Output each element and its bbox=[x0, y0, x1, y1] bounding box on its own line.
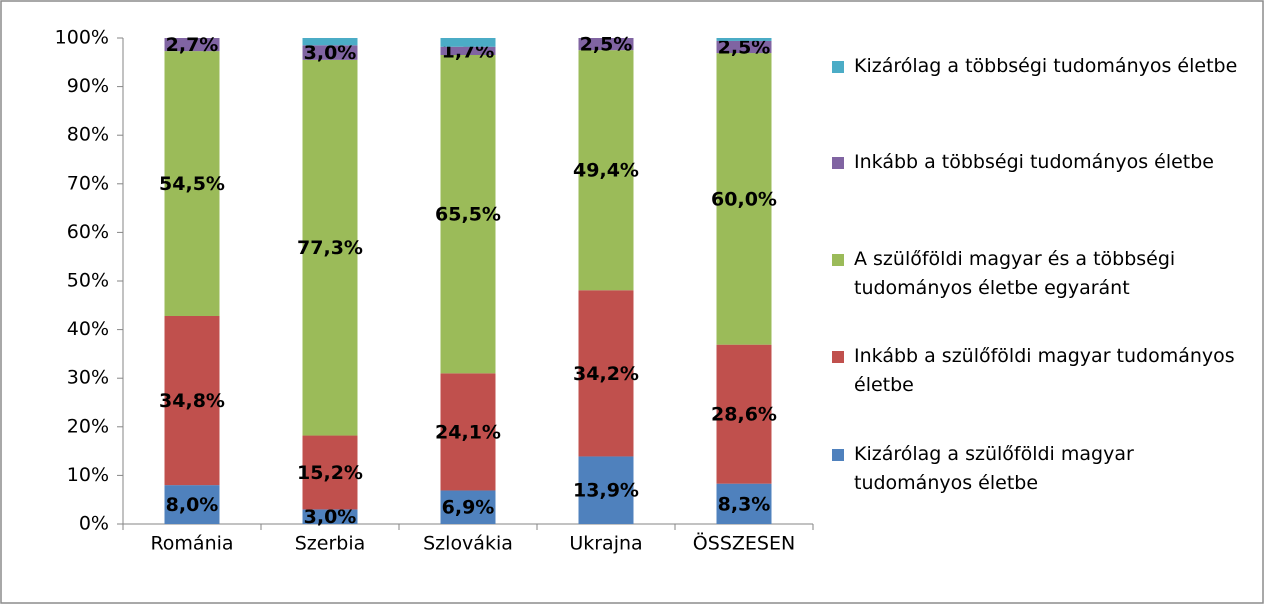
x-tick-label: Szlovákia bbox=[423, 533, 513, 555]
data-label: 8,0% bbox=[166, 494, 219, 516]
legend-item: Kizárólag a többségi tudományos életbe bbox=[832, 52, 1254, 81]
data-label: 54,5% bbox=[159, 173, 225, 195]
bar-segment bbox=[302, 45, 358, 60]
bar-segment bbox=[716, 40, 772, 54]
data-label: 65,5% bbox=[435, 204, 501, 226]
legend-swatch bbox=[832, 157, 844, 169]
data-label: 77,3% bbox=[297, 237, 363, 259]
legend-swatch bbox=[832, 254, 844, 266]
legend-swatch bbox=[832, 351, 844, 363]
bar-segment bbox=[716, 344, 772, 484]
data-label: 15,2% bbox=[297, 462, 363, 484]
data-label: 60,0% bbox=[711, 188, 777, 210]
bar-segment bbox=[164, 315, 220, 486]
data-label: 34,8% bbox=[159, 390, 225, 412]
bar-segment bbox=[440, 46, 496, 56]
bar-segment bbox=[440, 38, 496, 47]
y-tick-label: 30% bbox=[67, 367, 109, 389]
x-tick-label: Szerbia bbox=[295, 533, 366, 555]
bar-segment bbox=[578, 50, 634, 291]
data-label: 28,6% bbox=[711, 404, 777, 426]
y-tick-label: 20% bbox=[67, 415, 109, 437]
data-label: 2,5% bbox=[718, 36, 771, 58]
x-tick-label: Ukrajna bbox=[569, 533, 642, 555]
x-tick-label: Románia bbox=[150, 533, 233, 555]
y-tick-label: 0% bbox=[79, 513, 109, 535]
y-tick-label: 10% bbox=[67, 464, 109, 486]
bar-segment bbox=[716, 483, 772, 524]
legend-swatch bbox=[832, 61, 844, 73]
bar-segment bbox=[302, 435, 358, 510]
legend-label: Kizárólag a többségi tudományos életbe bbox=[854, 55, 1238, 77]
y-tick-label: 40% bbox=[67, 318, 109, 340]
x-tick-label: ÖSSZESEN bbox=[693, 532, 795, 555]
bar-segment bbox=[578, 456, 634, 524]
legend-label: A szülőföldi magyar és a többségi tudomá… bbox=[854, 248, 1176, 299]
y-tick-label: 50% bbox=[67, 270, 109, 292]
bar-segment bbox=[440, 55, 496, 374]
data-label: 49,4% bbox=[573, 160, 639, 182]
bar-segment bbox=[302, 59, 358, 436]
y-tick-label: 60% bbox=[67, 221, 109, 243]
bar-segment bbox=[716, 38, 772, 41]
y-tick-label: 80% bbox=[67, 124, 109, 146]
bar-segment bbox=[302, 38, 358, 46]
bar-segment bbox=[578, 290, 634, 457]
bar-segment bbox=[440, 373, 496, 491]
data-label: 24,1% bbox=[435, 421, 501, 443]
bar-segment bbox=[164, 485, 220, 524]
legend-label: Inkább a szülőföldi magyar tudományos él… bbox=[854, 345, 1235, 396]
legend-item: Inkább a többségi tudományos életbe bbox=[832, 148, 1254, 177]
legend-label: Kizárólag a szülőföldi magyar tudományos… bbox=[854, 443, 1134, 494]
legend-item: Kizárólag a szülőföldi magyar tudományos… bbox=[832, 440, 1254, 498]
legend-item: Inkább a szülőföldi magyar tudományos él… bbox=[832, 342, 1254, 400]
data-label: 3,0% bbox=[304, 42, 357, 64]
data-label: 34,2% bbox=[573, 363, 639, 385]
bar-segment bbox=[578, 38, 634, 51]
bar-segment bbox=[164, 38, 220, 52]
bar-segment bbox=[440, 490, 496, 524]
data-label: 13,9% bbox=[573, 480, 639, 502]
data-label: 6,9% bbox=[442, 497, 495, 519]
legend-swatch bbox=[832, 449, 844, 461]
y-tick-label: 100% bbox=[55, 27, 109, 49]
data-label: 2,7% bbox=[166, 34, 219, 56]
bar-segment bbox=[164, 51, 220, 316]
bar-segment bbox=[302, 509, 358, 524]
data-label: 3,0% bbox=[304, 506, 357, 528]
legend-label: Inkább a többségi tudományos életbe bbox=[854, 151, 1214, 173]
legend-item: A szülőföldi magyar és a többségi tudomá… bbox=[832, 245, 1254, 303]
bar-segment bbox=[716, 53, 772, 345]
data-label: 2,5% bbox=[580, 34, 633, 56]
data-label: 8,3% bbox=[718, 493, 771, 515]
y-tick-label: 90% bbox=[67, 75, 109, 97]
y-tick-label: 70% bbox=[67, 172, 109, 194]
